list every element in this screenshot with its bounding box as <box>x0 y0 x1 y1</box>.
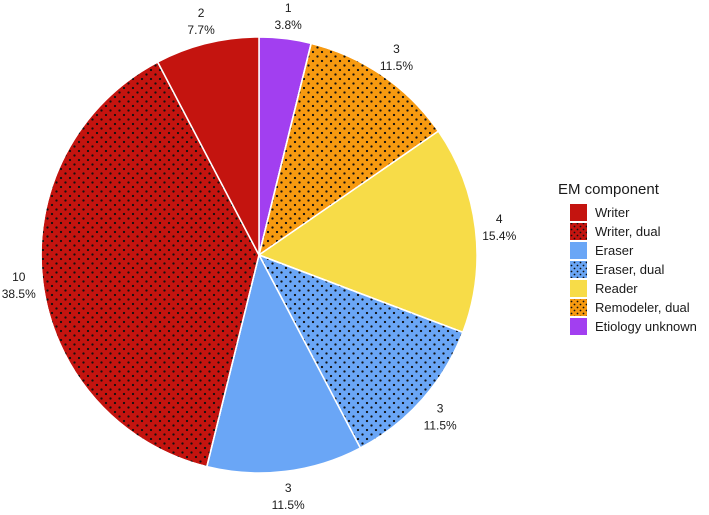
legend-label: Etiology unknown <box>595 319 697 334</box>
pie-slices <box>40 36 478 474</box>
legend-label: Eraser, dual <box>595 262 664 277</box>
slice-count-label: 3 <box>285 481 292 495</box>
legend: EM component Writer Writer, dual Eraser Era… <box>558 181 697 335</box>
slice-percent-label: 11.5% <box>424 418 457 432</box>
legend-key-pattern <box>570 299 587 316</box>
slice-pattern-eraser-dual <box>257 253 464 450</box>
slice-count-label: 4 <box>496 212 503 226</box>
slice-percent-label: 11.5% <box>272 498 305 512</box>
legend-key-pattern <box>570 261 587 278</box>
slice-reader <box>257 130 478 334</box>
legend-key <box>570 280 587 297</box>
legend-title: EM component <box>558 181 660 198</box>
legend-label: Reader <box>595 281 638 296</box>
slice-count-label: 3 <box>393 42 400 56</box>
slice-percent-label: 11.5% <box>380 59 413 73</box>
slice-percent-label: 3.8% <box>274 18 302 32</box>
slice-count-label: 2 <box>198 6 205 20</box>
legend-label: Writer <box>595 205 630 220</box>
slice-pattern-writer-dual <box>40 60 260 468</box>
slice-percent-label: 38.5% <box>2 287 36 301</box>
legend-key <box>570 204 587 221</box>
legend-key <box>570 318 587 335</box>
legend-key-pattern <box>570 223 587 240</box>
slice-writer <box>156 36 260 256</box>
slice-count-label: 1 <box>285 1 292 15</box>
legend-key <box>570 242 587 259</box>
slice-labels: 1 3.8% 3 11.5% 4 15.4% 3 11.5% 3 11.5% 10 38.5% 2 7.7… <box>2 1 517 512</box>
legend-label: Remodeler, dual <box>595 300 690 315</box>
slice-count-label: 10 <box>12 270 26 284</box>
legend-label: Eraser <box>595 243 634 258</box>
slice-percent-label: 15.4% <box>482 229 516 243</box>
slice-count-label: 3 <box>437 401 444 415</box>
slice-pattern-remodeler-dual <box>257 42 440 257</box>
slice-eraser <box>205 252 362 474</box>
legend-label: Writer, dual <box>595 224 661 239</box>
slice-percent-label: 7.7% <box>187 23 215 37</box>
